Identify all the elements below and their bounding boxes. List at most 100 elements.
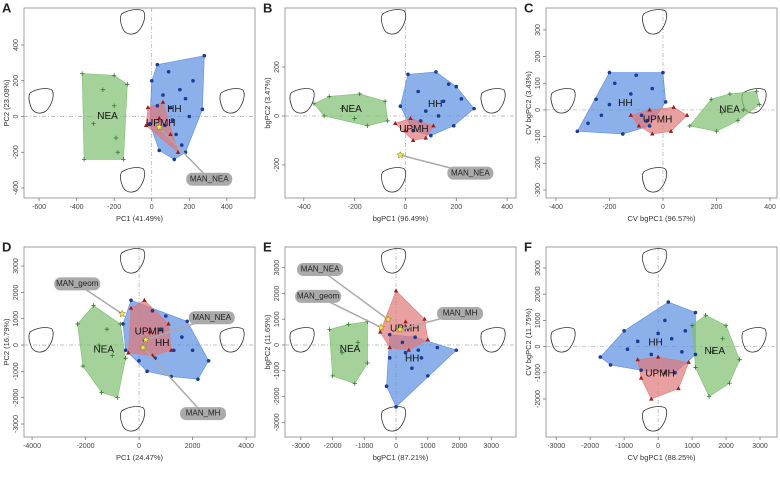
point [629,92,633,96]
point [434,70,438,74]
point [663,100,668,104]
point [714,129,719,134]
point [123,348,128,353]
x-tick-label: 0 [394,443,398,450]
point [661,70,665,75]
callout-line [142,347,204,415]
point [435,345,440,350]
point [639,368,643,372]
y-tick-label: 3000 [535,260,542,276]
group-label: HH [648,337,662,348]
point [365,360,370,366]
x-tick-label: -200 [348,204,362,211]
group-label: UPMH [643,114,672,125]
group-label: HH [167,104,181,115]
point [575,129,580,134]
point [145,369,149,374]
point [741,107,746,113]
point [113,135,119,141]
point [723,323,729,328]
x-axis-title: CV bgPC1 (88.25%) [628,453,696,462]
y-tick-label: 400 [13,39,20,51]
y-tick-label: -3000 [274,413,281,431]
point [155,62,160,67]
point [689,323,695,328]
panel-label: A [2,0,12,15]
point [321,113,327,119]
point [703,312,708,318]
point [676,386,681,391]
y-tick-label: -300 [535,183,542,197]
point [168,105,173,110]
point [352,381,358,386]
point [656,331,660,336]
point [403,128,408,133]
x-tick-label: 3000 [752,443,768,450]
y-tick-label: 2000 [274,286,281,302]
panel: -400 -200 0 200 400 -200 0 200 bgPC1 (96.49%) bgP… [263,0,517,223]
y-axis-title: CV bgPC2 (3.43%) [524,71,533,135]
group-hull [630,106,688,135]
point [598,355,603,359]
specimen-star [377,323,386,331]
point [179,143,184,147]
y-tick-label: -1000 [13,362,20,380]
y-tick-label: 1000 [274,311,281,327]
point [168,347,174,352]
point [425,337,430,342]
x-tick-label: 200 [183,204,195,211]
point [80,363,86,369]
point [673,370,677,375]
point [327,94,332,99]
x-tick-label: -2000 [581,443,599,450]
y-axis-title: PC2 (23.08%) [2,79,11,127]
point [418,119,423,123]
y-axis-title: PC2 (16.79%) [2,318,11,366]
y-tick-label: -1000 [274,362,281,380]
point [128,305,134,310]
point [406,72,410,77]
point [416,89,420,94]
point [406,347,411,352]
point [111,73,117,78]
point [129,298,133,303]
point [330,373,335,379]
point [155,103,160,108]
specimen-star [384,315,393,323]
point [719,110,725,115]
point [157,115,162,120]
y-tick-label: 0 [274,114,281,118]
point [663,318,667,323]
point [727,381,732,386]
point [608,363,613,367]
panel-label: D [2,239,11,254]
y-tick-label: 2000 [13,284,20,300]
y-tick-label: -200 [535,156,542,170]
point [174,132,178,137]
point [645,118,649,123]
point [459,97,464,101]
point [166,321,171,326]
point [635,357,640,362]
point [164,314,168,318]
point [425,374,430,378]
point [150,308,155,313]
point [172,157,177,162]
y-tick-label: 200 [13,75,20,87]
callout-label: MAN_NEA [451,168,490,177]
point [149,78,154,83]
x-tick-label: 3000 [483,443,499,450]
point [355,340,361,345]
x-axis-title: PC1 (24.47%) [116,453,164,462]
callout-box [447,166,494,180]
x-tick-label: 2000 [718,443,734,450]
point [393,120,398,125]
x-tick-label: 4000 [238,443,254,450]
point [647,107,652,112]
y-tick-label: 200 [535,51,542,63]
point [175,149,181,154]
specimen-star [396,150,405,159]
panel: -3000 -2000 -1000 0 1000 2000 3000 -3000 -2000 -1… [263,239,517,462]
point [636,123,642,128]
group-label: NEA [341,104,362,115]
